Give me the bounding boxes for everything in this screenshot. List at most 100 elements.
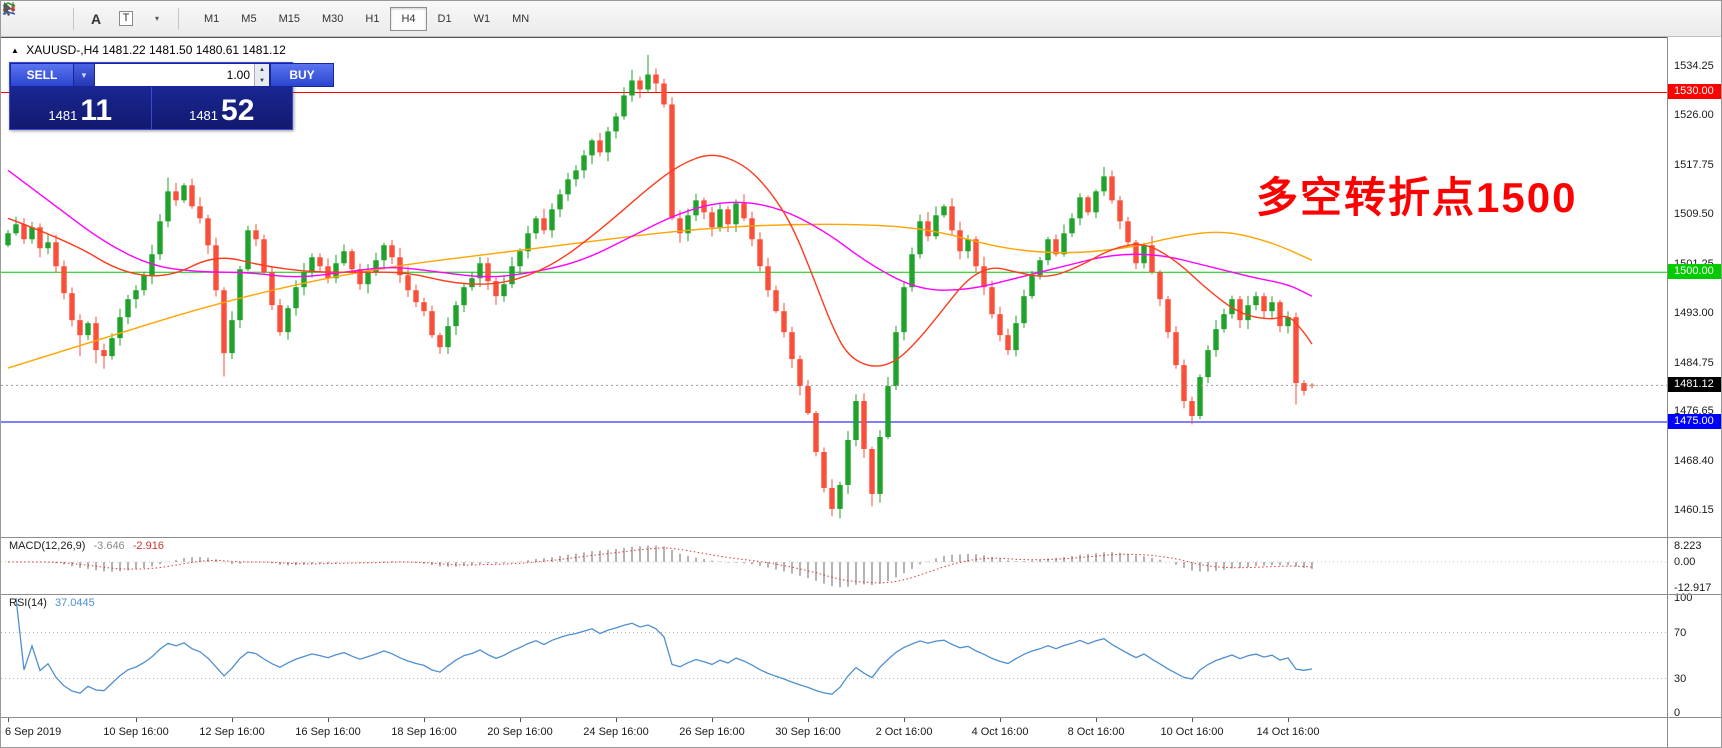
indicators-icon[interactable]	[2, 2, 65, 32]
candle	[117, 317, 123, 339]
candle	[101, 350, 107, 357]
candle	[1029, 275, 1035, 297]
collapse-arrow-icon[interactable]: ▲	[11, 46, 19, 55]
candle	[181, 185, 187, 201]
candle	[549, 209, 555, 231]
macd-scale-tick: -12.917	[1674, 581, 1712, 594]
candle	[357, 269, 363, 285]
main-chart-canvas[interactable]	[1, 38, 1667, 537]
candle	[781, 311, 787, 333]
candle	[261, 239, 267, 273]
rsi-canvas[interactable]	[1, 594, 1667, 717]
candle	[941, 206, 947, 216]
main-chart-pane[interactable]: ▲ XAUUSD-,H4 1481.22 1481.50 1480.61 148…	[1, 37, 1667, 537]
candle	[1181, 365, 1187, 402]
candle	[981, 266, 987, 288]
timeframe-mn[interactable]: MN	[512, 12, 530, 25]
candle	[1077, 197, 1083, 219]
timeframe-m1[interactable]: M1	[204, 12, 220, 25]
buy-button[interactable]: BUY	[270, 63, 334, 87]
volume-input[interactable]	[95, 64, 254, 86]
time-label: 18 Sep 16:00	[391, 726, 457, 738]
candle	[1157, 272, 1163, 300]
candle	[45, 242, 51, 249]
timeframe-w1[interactable]: W1	[473, 12, 491, 25]
candle	[1197, 377, 1203, 417]
text-tool-icon[interactable]: A	[82, 6, 110, 32]
candle	[949, 206, 955, 231]
candle	[1269, 302, 1275, 312]
volume-decrease-button[interactable]: ▼	[259, 77, 265, 84]
timeframe-m5[interactable]: M5	[241, 12, 257, 25]
macd-pane[interactable]: MACD(12,26,9) -3.646 -2.916	[1, 537, 1667, 594]
candle	[957, 230, 963, 252]
candle	[85, 323, 91, 336]
cursor-arrow-icon	[4, 2, 12, 16]
candle	[821, 451, 827, 488]
candle	[797, 359, 803, 387]
candle	[1133, 242, 1139, 264]
candle	[29, 227, 35, 240]
time-tick	[808, 717, 809, 722]
time-axis[interactable]: 6 Sep 2019 10 Sep 16:00 12 Sep 16:00 16 Sep…	[1, 717, 1667, 747]
time-label: 8 Oct 16:00	[1067, 726, 1125, 738]
candle	[1117, 200, 1123, 222]
rsi-pane[interactable]: RSI(14) 37.0445	[1, 594, 1667, 717]
time-tick	[424, 717, 425, 722]
sell-button[interactable]: SELL	[10, 63, 74, 87]
candle	[741, 203, 747, 219]
candle	[589, 140, 595, 156]
volume-dropdown-button[interactable]: ▼	[74, 63, 94, 87]
volume-increase-button[interactable]: ▲	[259, 66, 265, 73]
time-label: 14 Oct 16:00	[1256, 726, 1320, 738]
time-tick	[328, 717, 329, 722]
rsi-name: RSI(14)	[9, 597, 47, 609]
time-tick	[136, 717, 137, 722]
macd-canvas[interactable]	[1, 537, 1667, 594]
macd-name: MACD(12,26,9)	[9, 540, 86, 552]
candle	[429, 311, 435, 336]
candle	[253, 230, 259, 240]
candle	[1053, 239, 1059, 255]
ma-fast-red	[7, 154, 1313, 367]
timeframe-h4[interactable]: H4	[390, 6, 427, 31]
candle	[109, 338, 115, 357]
ask-price-button[interactable]: 1481 52	[150, 87, 293, 129]
label-tool-icon[interactable]: T	[112, 6, 140, 32]
price-tick: 1484.75	[1674, 356, 1714, 369]
candle	[453, 305, 459, 327]
candle	[917, 221, 923, 255]
chart-annotation: 多空转折点1500	[1256, 174, 1578, 221]
bid-price-button[interactable]: 1481 11	[10, 87, 151, 129]
price-axis[interactable]: 1534.251526.001517.751509.501501.251493.…	[1667, 37, 1721, 747]
candle	[685, 215, 691, 234]
candle	[1013, 323, 1019, 351]
timeframe-d1[interactable]: D1	[437, 12, 452, 25]
candle	[829, 487, 835, 509]
timeframe-m30[interactable]: M30	[321, 12, 344, 25]
candle	[621, 95, 627, 117]
candle	[845, 440, 851, 485]
time-tick	[8, 717, 9, 722]
candle	[669, 104, 675, 219]
candle	[293, 287, 299, 309]
timeframe-h1[interactable]: H1	[365, 12, 380, 25]
candle	[245, 230, 251, 270]
drawing-tool-icon[interactable]: ▾	[4, 2, 170, 32]
macd-main-value: -3.646	[93, 540, 125, 552]
candle	[885, 386, 891, 438]
time-label: 16 Sep 16:00	[295, 726, 361, 738]
time-tick	[1288, 717, 1289, 722]
current-price-tag: 1481.12	[1668, 377, 1721, 393]
candle	[677, 218, 683, 234]
candle	[277, 305, 283, 333]
toolbar-separator	[178, 7, 179, 30]
candle	[189, 185, 195, 207]
candle	[1213, 329, 1219, 351]
candle	[573, 170, 579, 180]
candle	[229, 320, 235, 354]
candle	[437, 335, 443, 348]
timeframe-m15[interactable]: M15	[278, 12, 300, 25]
time-label: 24 Sep 16:00	[583, 726, 649, 738]
